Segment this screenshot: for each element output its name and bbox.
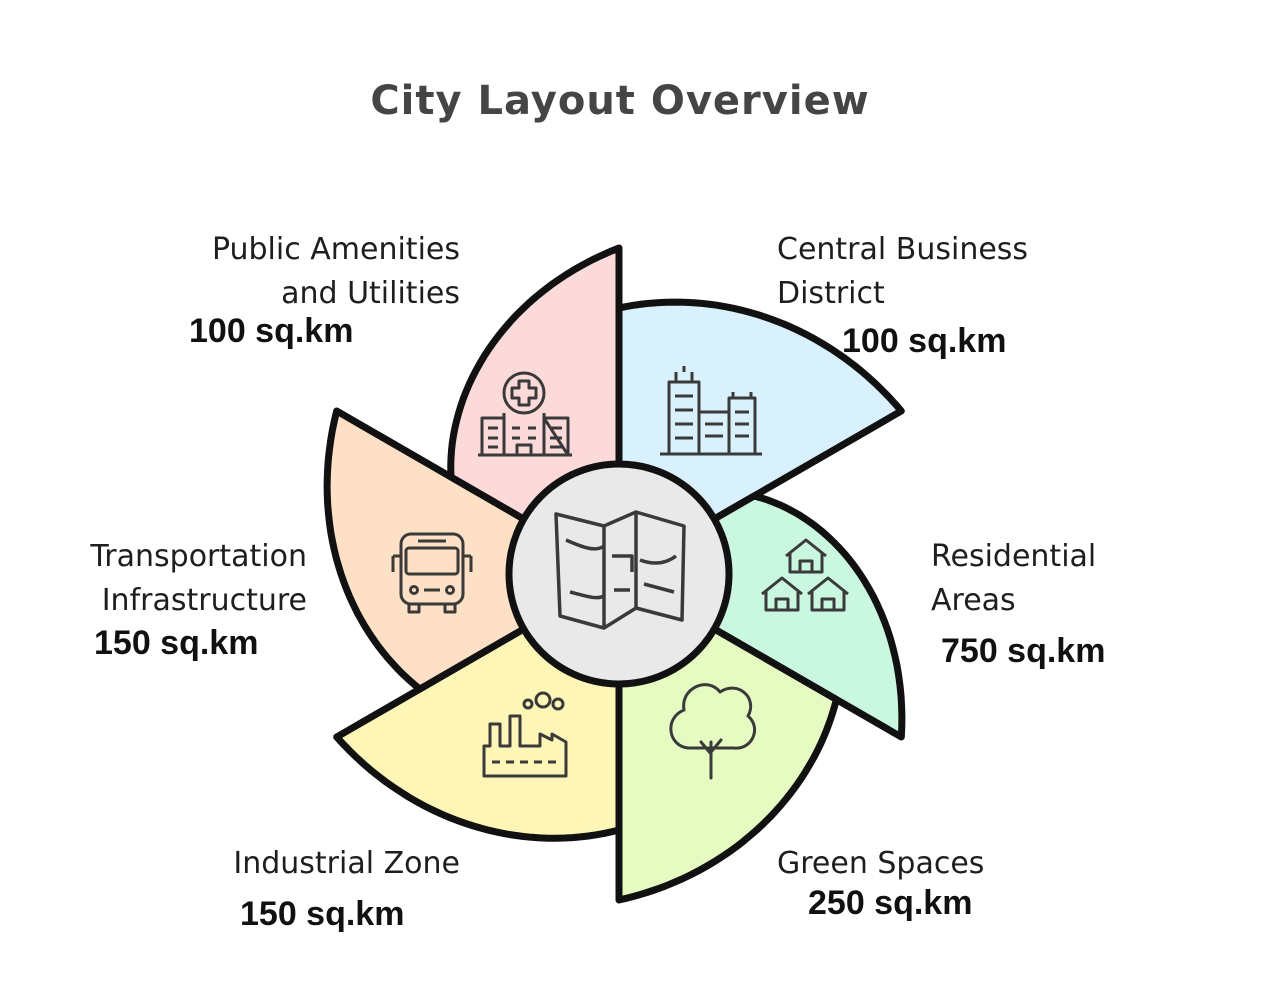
transport-label-line-2: Infrastructure: [101, 583, 307, 618]
hospital-icon: [478, 371, 572, 457]
center-hub: [505, 460, 733, 688]
residential-area: 750 sq.km: [941, 632, 1106, 670]
transport-label-line-1: Transportation: [90, 539, 307, 574]
industrial-label-line-1: Industrial Zone: [233, 846, 460, 881]
public-label: Public Amenities and Utilities: [140, 228, 460, 316]
tree-icon: [669, 683, 756, 780]
green-label: Green Spaces: [777, 842, 984, 886]
green-label-line-1: Green Spaces: [777, 846, 985, 881]
cbd-label-line-1: Central Business: [777, 232, 1029, 267]
cbd-area: 100 sq.km: [842, 322, 1007, 360]
residential-label-line-1: Residential: [931, 539, 1097, 574]
transport-area: 150 sq.km: [94, 624, 259, 662]
green-area: 250 sq.km: [808, 884, 973, 922]
cbd-label-line-2: District: [777, 276, 885, 311]
public-label-line-1: Public Amenities: [211, 232, 460, 267]
office-buildings-icon: [660, 366, 762, 456]
public-area: 100 sq.km: [189, 312, 354, 350]
bus-icon: [391, 532, 473, 614]
factory-icon: [482, 691, 568, 778]
industrial-label: Industrial Zone: [160, 842, 460, 886]
cbd-label: Central Business District: [777, 228, 1028, 316]
residential-label-line-2: Areas: [931, 583, 1016, 618]
diagram-title: City Layout Overview: [370, 78, 870, 124]
houses-icon: [761, 538, 849, 612]
residential-label: Residential Areas: [931, 535, 1096, 623]
public-label-line-2: and Utilities: [281, 276, 460, 311]
transport-label: Transportation Infrastructure: [20, 535, 307, 623]
map-icon: [554, 510, 686, 630]
industrial-area: 150 sq.km: [240, 895, 405, 933]
